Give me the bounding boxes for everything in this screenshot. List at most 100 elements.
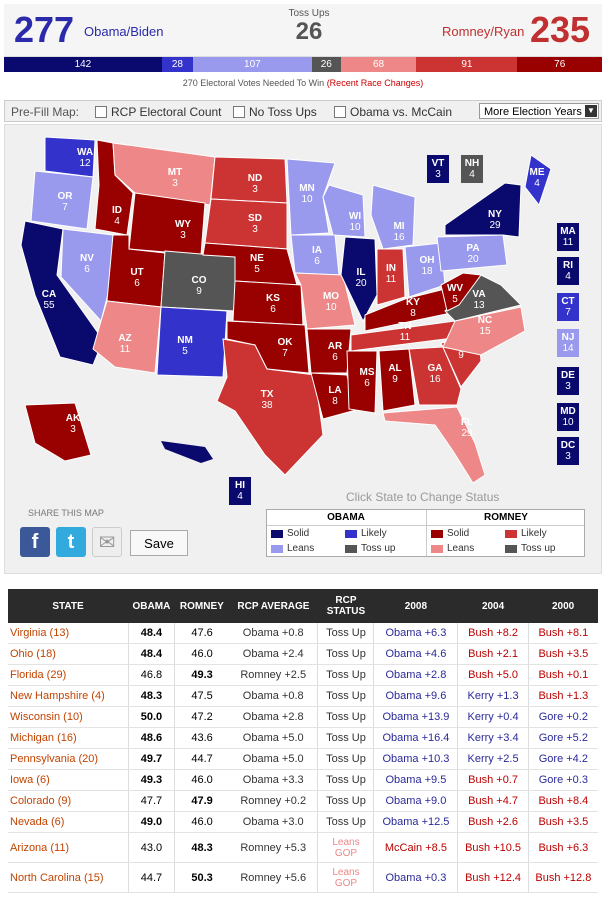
state-ak[interactable] (24, 402, 92, 462)
state-or[interactable] (30, 170, 94, 230)
save-button[interactable]: Save (130, 530, 188, 556)
state-abbr[interactable]: WY (175, 219, 191, 230)
state-nm[interactable] (156, 306, 228, 378)
col-header[interactable]: OBAMA (128, 589, 175, 623)
state-abbr[interactable]: IL (357, 267, 366, 278)
state-abbr[interactable]: IN (386, 263, 396, 274)
state-abbr[interactable]: AR (328, 341, 343, 352)
state-abbr[interactable]: FL (461, 417, 473, 428)
obama-mccain-checkbox[interactable]: Obama vs. McCain (334, 105, 452, 119)
state-votes[interactable]: 9 (196, 286, 202, 297)
col-header[interactable]: STATE (8, 589, 129, 623)
state-il[interactable] (340, 236, 378, 323)
state-box-nh[interactable] (461, 155, 483, 183)
state-votes[interactable]: 7 (565, 307, 571, 318)
state-votes[interactable]: 5 (182, 346, 188, 357)
state-abbr[interactable]: WA (77, 147, 93, 158)
state-votes[interactable]: 6 (134, 278, 140, 289)
state-votes[interactable]: 10 (325, 302, 337, 313)
state-abbr[interactable]: DE (561, 370, 575, 381)
col-header[interactable]: 2008 (373, 589, 458, 623)
state-abbr[interactable]: SD (248, 213, 262, 224)
recent-changes-link[interactable]: (Recent Race Changes) (326, 78, 424, 88)
state-abbr[interactable]: MS (360, 367, 375, 378)
state-votes[interactable]: 3 (435, 169, 441, 180)
state-abbr[interactable]: HI (235, 480, 245, 491)
col-header[interactable]: RCP AVERAGE (228, 589, 318, 623)
state-votes[interactable]: 3 (172, 178, 178, 189)
state-link[interactable]: Nevada (6) (10, 816, 65, 828)
state-abbr[interactable]: AZ (118, 333, 131, 344)
state-abbr[interactable]: KS (266, 293, 280, 304)
election-years-select[interactable]: More Election Years ▼ (479, 103, 599, 119)
twitter-icon[interactable]: t (56, 527, 86, 557)
state-votes[interactable]: 20 (467, 254, 479, 265)
no-toss-ups-checkbox[interactable]: No Toss Ups (233, 105, 317, 119)
state-abbr[interactable]: NJ (562, 332, 575, 343)
state-votes[interactable]: 9 (392, 374, 398, 385)
state-abbr[interactable]: ID (112, 205, 122, 216)
state-abbr[interactable]: LA (328, 385, 341, 396)
state-box-ma[interactable] (557, 223, 579, 251)
state-abbr[interactable]: RI (563, 260, 573, 271)
state-hi-islands[interactable] (161, 441, 213, 463)
state-ca[interactable] (20, 220, 104, 366)
state-abbr[interactable]: VT (432, 158, 445, 169)
state-votes[interactable]: 14 (562, 343, 574, 354)
state-votes[interactable]: 4 (565, 271, 571, 282)
state-votes[interactable]: 6 (84, 264, 90, 275)
state-link[interactable]: New Hampshire (4) (10, 690, 105, 702)
col-header[interactable]: RCP STATUS (317, 589, 374, 623)
state-box-ri[interactable] (557, 257, 579, 285)
state-abbr[interactable]: TN (398, 321, 411, 332)
state-votes[interactable]: 38 (261, 400, 273, 411)
state-link[interactable]: Virginia (13) (10, 627, 70, 639)
state-ga[interactable] (408, 346, 462, 406)
state-votes[interactable]: 11 (563, 237, 574, 248)
col-header[interactable]: 2004 (457, 589, 529, 623)
state-votes[interactable]: 11 (400, 332, 411, 343)
state-abbr[interactable]: OH (420, 255, 435, 266)
state-abbr[interactable]: KY (406, 297, 420, 308)
state-box-md[interactable] (557, 403, 579, 431)
state-link[interactable]: Florida (29) (10, 669, 67, 681)
state-box-vt[interactable] (427, 155, 449, 183)
state-votes[interactable]: 12 (79, 158, 91, 169)
col-header[interactable]: 2000 (528, 589, 598, 623)
state-abbr[interactable]: PA (466, 243, 479, 254)
state-votes[interactable]: 3 (565, 451, 571, 462)
state-abbr[interactable]: ND (248, 173, 262, 184)
state-sd[interactable] (204, 198, 288, 250)
state-votes[interactable]: 13 (473, 300, 485, 311)
state-abbr[interactable]: ME (530, 167, 545, 178)
state-votes[interactable]: 6 (364, 378, 370, 389)
checkbox-icon[interactable] (334, 106, 346, 118)
state-box-dc[interactable] (557, 437, 579, 465)
state-abbr[interactable]: MO (323, 291, 339, 302)
state-abbr[interactable]: UT (130, 267, 143, 278)
state-abbr[interactable]: TX (261, 389, 274, 400)
state-votes[interactable]: 29 (489, 220, 501, 231)
state-abbr[interactable]: MI (393, 221, 404, 232)
state-abbr[interactable]: OR (58, 191, 74, 202)
state-votes[interactable]: 10 (562, 417, 574, 428)
state-abbr[interactable]: WI (349, 211, 361, 222)
checkbox-icon[interactable] (95, 106, 107, 118)
state-votes[interactable]: 3 (565, 381, 571, 392)
state-link[interactable]: North Carolina (15) (10, 871, 104, 884)
state-votes[interactable]: 6 (314, 256, 320, 267)
state-abbr[interactable]: NH (465, 158, 479, 169)
facebook-icon[interactable]: f (20, 527, 50, 557)
state-votes[interactable]: 11 (386, 274, 397, 285)
state-votes[interactable]: 6 (270, 304, 276, 315)
rcp-count-checkbox[interactable]: RCP Electoral Count (95, 105, 222, 119)
state-votes[interactable]: 16 (393, 232, 405, 243)
state-box-de[interactable] (557, 367, 579, 395)
state-votes[interactable]: 5 (452, 294, 458, 305)
state-abbr[interactable]: MD (560, 406, 576, 417)
state-al[interactable] (378, 348, 416, 412)
state-link[interactable]: Ohio (18) (10, 648, 56, 660)
state-abbr[interactable]: MT (168, 167, 182, 178)
state-link[interactable]: Wisconsin (10) (10, 711, 83, 723)
state-abbr[interactable]: CO (192, 275, 207, 286)
